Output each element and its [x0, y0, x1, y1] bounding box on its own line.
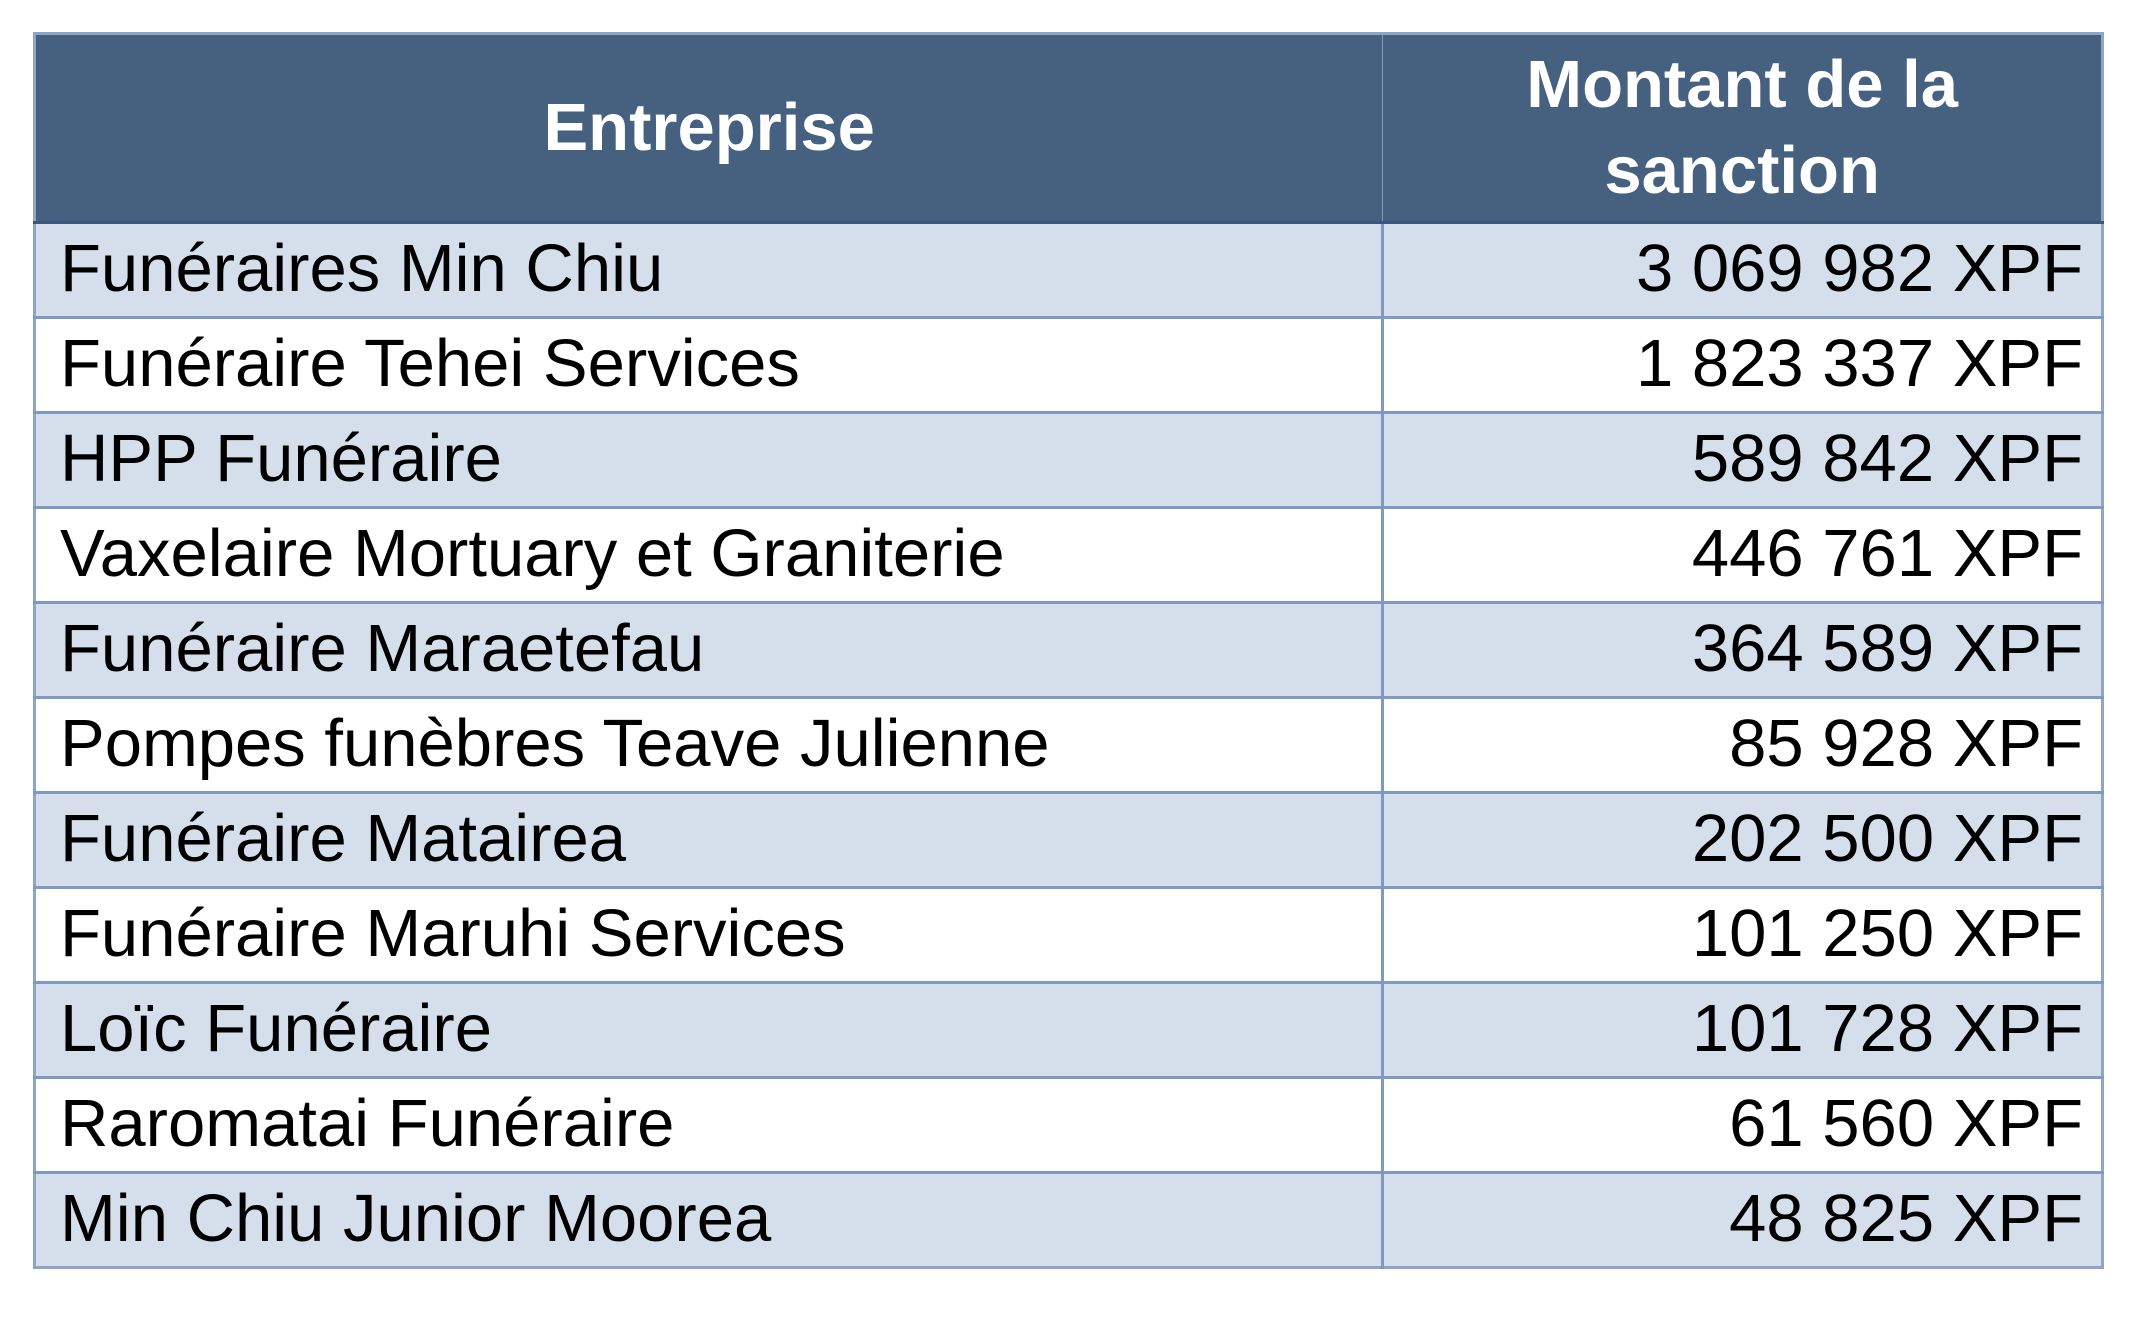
amount-cell: 85 928 XPF — [1381, 696, 2103, 793]
column-header-montant: Montant de la sanction — [1382, 33, 2103, 224]
amount-cell: 1 823 337 XPF — [1381, 316, 2103, 413]
entreprise-cell: Funéraire Maraetefau — [34, 601, 1383, 698]
table-row: Vaxelaire Mortuary et Graniterie 446 761 … — [34, 506, 2103, 603]
entreprise-cell: Funéraires Min Chiu — [34, 222, 1383, 318]
amount-cell: 202 500 XPF — [1381, 791, 2103, 888]
amount-cell: 101 250 XPF — [1381, 886, 2103, 983]
table-body: Funéraires Min Chiu 3 069 982 XPF Funérair… — [34, 222, 2103, 1268]
table-header: Entreprise Montant de la sanction — [34, 33, 2103, 224]
amount-cell: 48 825 XPF — [1381, 1171, 2103, 1268]
entreprise-cell: Funéraire Matairea — [34, 791, 1383, 888]
table-row: Min Chiu Junior Moorea 48 825 XPF — [34, 1171, 2103, 1268]
table-row: Funéraire Matairea 202 500 XPF — [34, 791, 2103, 888]
amount-cell: 101 728 XPF — [1381, 981, 2103, 1078]
amount-cell: 3 069 982 XPF — [1381, 222, 2103, 318]
sanctions-table-container: Entreprise Montant de la sanction Funéra… — [33, 32, 2104, 1269]
entreprise-cell: Loïc Funéraire — [34, 981, 1383, 1078]
table-row: Loïc Funéraire 101 728 XPF — [34, 981, 2103, 1078]
table-row: Funéraire Maruhi Services 101 250 XPF — [34, 886, 2103, 983]
entreprise-cell: Vaxelaire Mortuary et Graniterie — [34, 506, 1383, 603]
entreprise-cell: Funéraire Tehei Services — [34, 316, 1383, 413]
header-row: Entreprise Montant de la sanction — [34, 33, 2103, 224]
table-row: Funéraire Maraetefau 364 589 XPF — [34, 601, 2103, 698]
entreprise-cell: HPP Funéraire — [34, 411, 1383, 508]
entreprise-cell: Funéraire Maruhi Services — [34, 886, 1383, 983]
amount-cell: 589 842 XPF — [1381, 411, 2103, 508]
table-row: Raromatai Funéraire 61 560 XPF — [34, 1076, 2103, 1173]
column-header-entreprise: Entreprise — [34, 33, 1383, 224]
table-row: Funéraire Tehei Services 1 823 337 XPF — [34, 316, 2103, 413]
table-row: Funéraires Min Chiu 3 069 982 XPF — [34, 222, 2103, 318]
entreprise-cell: Raromatai Funéraire — [34, 1076, 1383, 1173]
amount-cell: 61 560 XPF — [1381, 1076, 2103, 1173]
entreprise-cell: Min Chiu Junior Moorea — [34, 1171, 1383, 1268]
table-row: Pompes funèbres Teave Julienne 85 928 XPF — [34, 696, 2103, 793]
entreprise-cell: Pompes funèbres Teave Julienne — [34, 696, 1383, 793]
sanctions-table: Entreprise Montant de la sanction Funéra… — [33, 32, 2104, 1269]
table-row: HPP Funéraire 589 842 XPF — [34, 411, 2103, 508]
amount-cell: 364 589 XPF — [1381, 601, 2103, 698]
amount-cell: 446 761 XPF — [1381, 506, 2103, 603]
